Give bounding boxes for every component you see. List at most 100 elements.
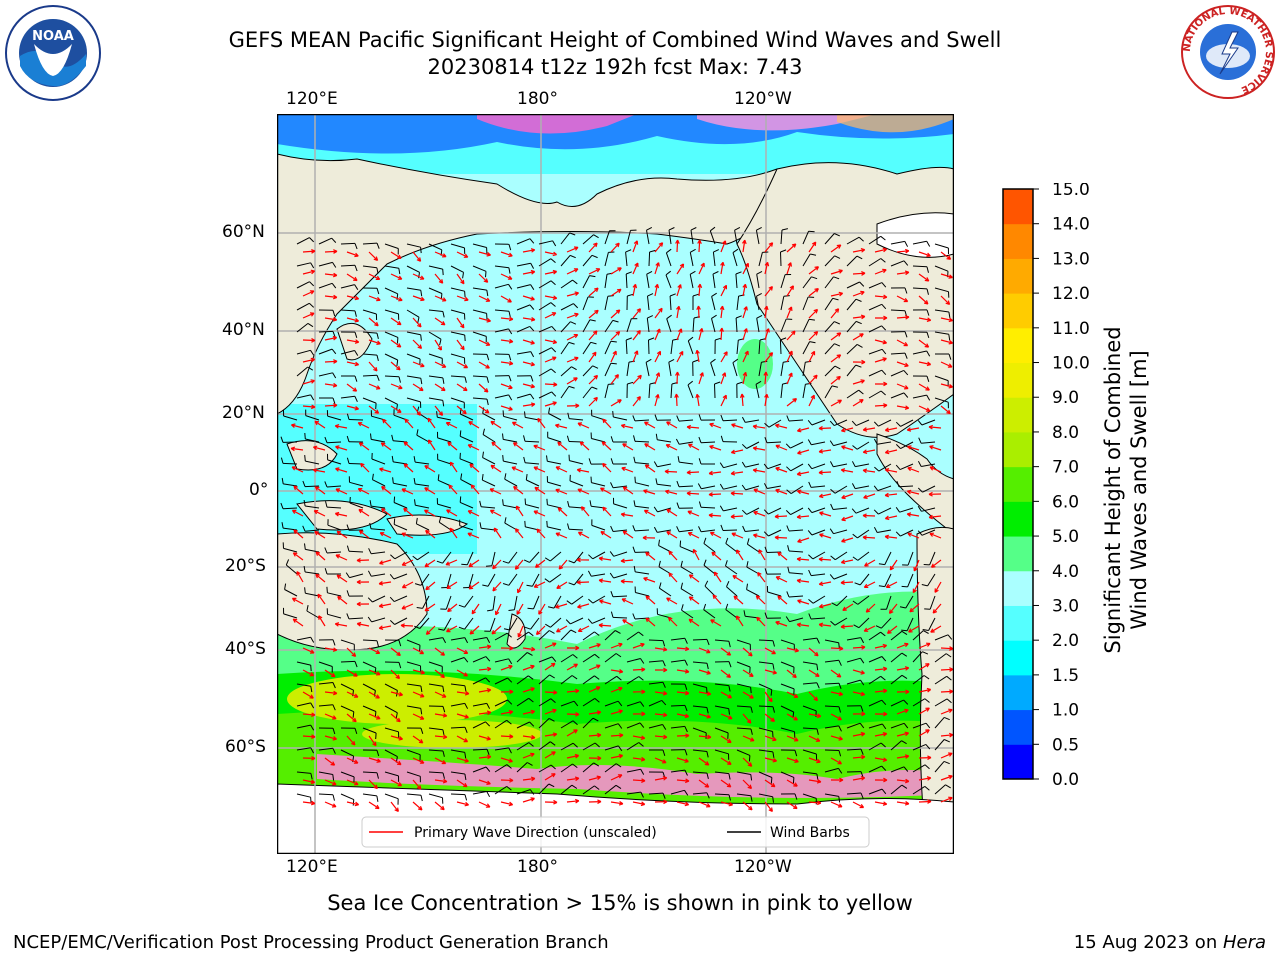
arctic-ice-1 xyxy=(477,114,637,134)
wind-barb xyxy=(934,784,946,795)
wind-barb xyxy=(648,383,651,399)
wind-barb xyxy=(406,793,422,796)
wind-barb xyxy=(494,394,509,399)
wind-barb-flag xyxy=(481,474,484,481)
wind-barb-flag xyxy=(787,545,790,552)
wind-barb xyxy=(450,243,465,249)
wind-barb xyxy=(406,265,420,273)
wave-direction-arrow xyxy=(346,339,360,344)
wave-direction-arrow xyxy=(456,713,469,719)
wind-barb xyxy=(509,617,518,631)
wave-direction-arrow xyxy=(610,801,624,806)
wind-barb xyxy=(547,460,562,465)
wind-barb xyxy=(362,683,376,691)
wind-barb-flag xyxy=(634,476,636,483)
wind-barb xyxy=(846,364,857,377)
wave-direction-arrow xyxy=(390,647,401,657)
wave-direction-arrow xyxy=(808,308,819,319)
wave-direction-arrow xyxy=(620,423,634,429)
wind-barb-flag xyxy=(547,606,555,609)
wind-barb-flag xyxy=(655,478,658,485)
wave-direction-arrow xyxy=(852,248,866,253)
wave-direction-arrow xyxy=(620,512,634,517)
wave-direction-arrow xyxy=(424,487,436,495)
wind-barb xyxy=(934,653,947,663)
wind-barb xyxy=(899,463,914,471)
wave-direction-arrow xyxy=(764,647,776,655)
wind-barb xyxy=(679,529,694,533)
wave-direction-arrow xyxy=(412,735,424,744)
wind-barb-flag xyxy=(304,543,306,550)
wind-barb xyxy=(635,505,650,509)
wind-barb xyxy=(912,785,926,795)
wind-barb xyxy=(625,252,628,267)
wind-barb xyxy=(779,339,782,355)
wind-barb xyxy=(788,419,804,422)
wave-direction-arrow xyxy=(818,603,832,609)
wind-barb xyxy=(934,761,945,773)
wind-barb xyxy=(494,764,508,773)
wind-barb xyxy=(780,727,795,733)
wind-barb-flag xyxy=(732,358,739,364)
wave-direction-arrow xyxy=(424,465,436,473)
wind-barb xyxy=(582,254,593,267)
wind-barb-flag xyxy=(632,525,636,532)
wave-direction-arrow xyxy=(896,248,910,254)
wind-barb xyxy=(384,375,400,378)
wind-barb-flag xyxy=(719,462,724,468)
wave-direction-arrow xyxy=(588,242,598,253)
wave-direction-arrow xyxy=(544,401,557,407)
wind-barb xyxy=(340,793,355,801)
wave-direction-arrow xyxy=(478,735,491,741)
wind-barb-flag xyxy=(684,683,688,690)
wave-direction-arrow xyxy=(796,556,810,562)
wave-direction-arrow xyxy=(698,691,712,696)
wind-barb xyxy=(560,366,572,377)
wind-barb xyxy=(305,415,320,421)
wind-barb-flag xyxy=(640,791,644,798)
wind-barb-flag xyxy=(873,438,878,445)
wave-direction-arrow xyxy=(324,382,338,388)
wind-barb xyxy=(582,386,593,399)
wind-barb xyxy=(384,727,399,733)
wave-direction-arrow xyxy=(742,262,749,275)
wind-barb xyxy=(758,727,773,732)
wind-barb xyxy=(340,264,356,267)
wind-barb-flag xyxy=(750,706,753,713)
wave-direction-arrow xyxy=(808,331,819,341)
wind-barb-flag xyxy=(880,631,886,637)
wind-barb xyxy=(494,699,508,707)
wind-barb xyxy=(859,573,870,586)
wave-direction-arrow xyxy=(755,595,766,605)
wind-barb xyxy=(657,439,672,443)
wind-barb xyxy=(516,304,531,311)
wave-direction-arrow xyxy=(522,317,536,322)
wave-direction-arrow xyxy=(896,778,910,784)
wind-barb xyxy=(472,677,486,685)
wind-barb xyxy=(503,438,518,443)
wave-direction-arrow xyxy=(378,603,392,608)
wave-direction-arrow xyxy=(500,645,514,651)
wave-direction-arrow xyxy=(830,713,842,721)
wind-barb xyxy=(516,762,528,773)
wave-direction-arrow xyxy=(830,332,842,341)
wave-direction-arrow xyxy=(302,691,314,699)
wind-barb-flag xyxy=(523,435,526,442)
wave-direction-arrow xyxy=(544,312,557,319)
wave-direction-arrow xyxy=(764,691,773,703)
wave-direction-arrow xyxy=(932,603,942,614)
wind-barb xyxy=(529,551,540,563)
wave-direction-arrow xyxy=(797,537,810,543)
wave-direction-arrow xyxy=(695,393,700,407)
wave-direction-arrow xyxy=(324,403,338,408)
wind-barb xyxy=(659,587,672,597)
wind-barb xyxy=(304,485,320,488)
wave-direction-arrow xyxy=(896,405,910,410)
wind-barb xyxy=(780,362,784,377)
wind-barb-flag xyxy=(612,411,614,418)
wave-direction-arrow xyxy=(918,663,930,671)
wind-barb-flag xyxy=(945,784,951,789)
wind-barb-flag xyxy=(856,343,863,348)
wind-barb-flag xyxy=(416,429,419,436)
wave-direction-arrow xyxy=(566,268,579,275)
